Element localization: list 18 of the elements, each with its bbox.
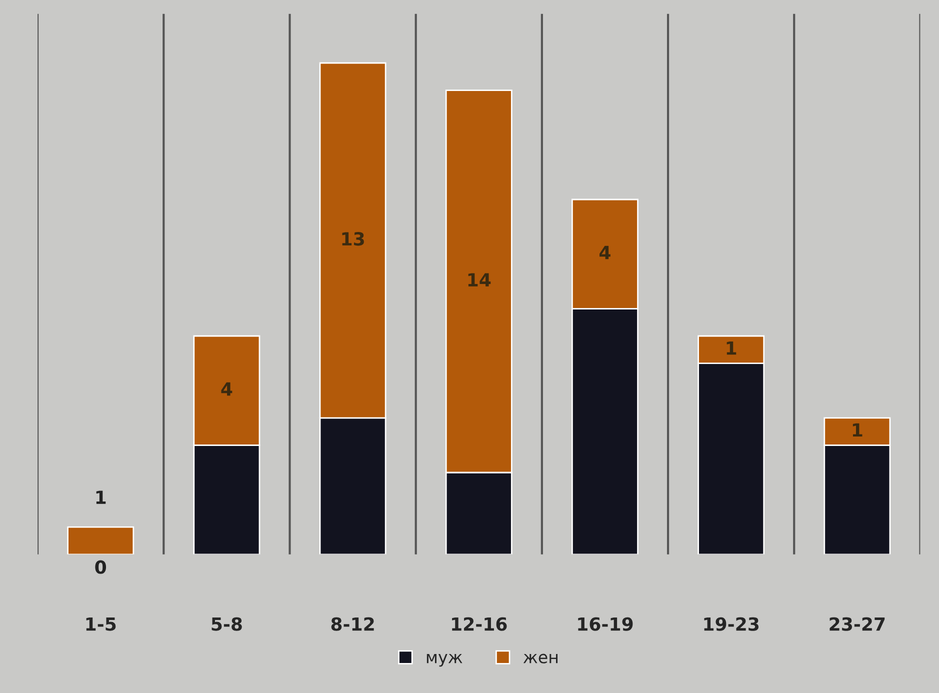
data-label: 1 bbox=[96, 490, 106, 504]
x-tick-label: 12-16 bbox=[452, 617, 507, 631]
x-tick-label: 8-12 bbox=[331, 617, 374, 631]
legend-label: жен bbox=[523, 654, 558, 664]
x-tick-label: 23-27 bbox=[830, 617, 885, 631]
data-label: 4 bbox=[221, 382, 232, 396]
data-label: 13 bbox=[342, 232, 364, 246]
bar bbox=[67, 526, 134, 554]
data-label: 0 bbox=[95, 560, 106, 574]
data-label: 1 bbox=[726, 341, 736, 355]
x-tick-label: 5-8 bbox=[212, 617, 242, 631]
legend-label: муж bbox=[426, 654, 462, 667]
data-label: 4 bbox=[600, 246, 610, 260]
data-label: 14 bbox=[468, 273, 491, 286]
x-tick-label: 1-5 bbox=[86, 617, 116, 631]
x-tick-label: 16-19 bbox=[578, 617, 633, 631]
data-label: 1 bbox=[852, 423, 862, 437]
x-tick-label: 19-23 bbox=[704, 617, 759, 631]
